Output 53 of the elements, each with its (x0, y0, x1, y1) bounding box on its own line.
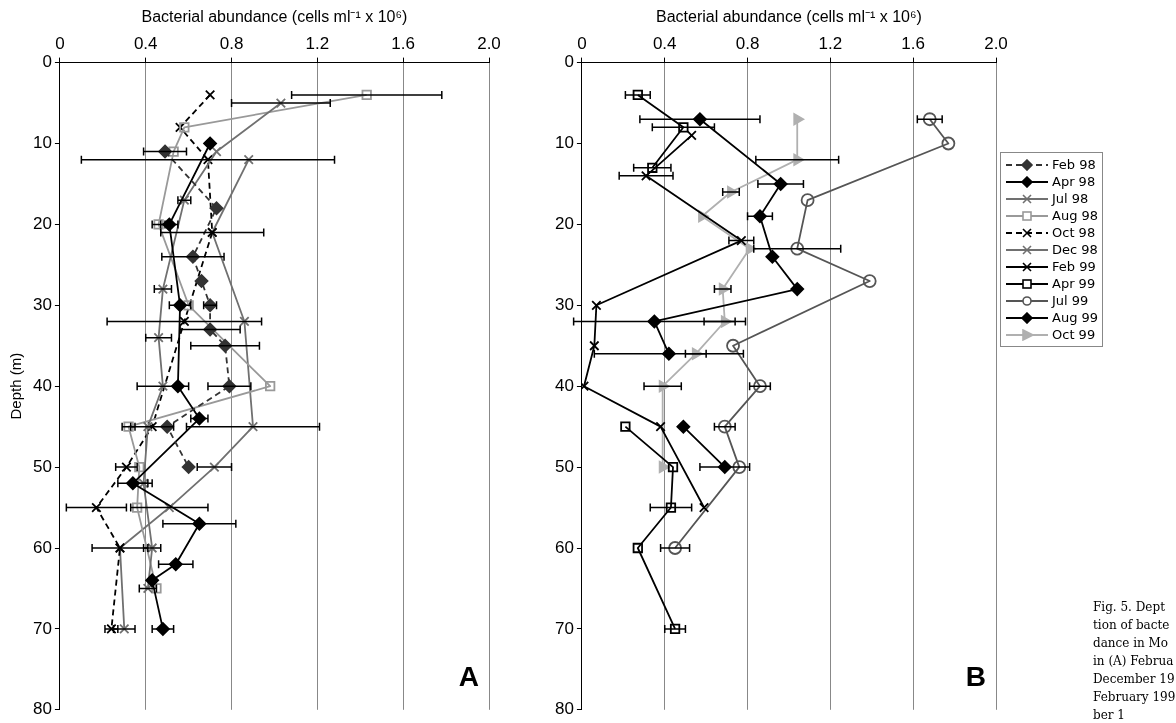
y-tick-label: 70 (554, 618, 574, 638)
annotation: B (965, 660, 986, 692)
x-tick-label: 0 (55, 34, 65, 54)
text: dance in Mo (1093, 635, 1170, 652)
x-tick-label: 2.0 (984, 34, 1008, 54)
legend-label: Aug 98 (1052, 208, 1099, 223)
y-tick-label: 50 (554, 456, 574, 476)
legend-label: Oct 99 (1052, 327, 1096, 342)
legend-label: Dec 98 (1052, 242, 1098, 257)
x-tick-label: 0 (577, 34, 587, 54)
y-tick-label: 40 (32, 375, 52, 395)
x-tick-label: 1.6 (391, 34, 415, 54)
x-axis-title: Bacterial abundance (cells ml⁻¹ x 10⁶) (141, 8, 408, 26)
y-tick-label: 80 (554, 699, 574, 719)
x-axis-title: Bacterial abundance (cells ml⁻¹ x 10⁶) (655, 8, 922, 26)
text: tion of bacte (1093, 617, 1171, 634)
text: December 19 (1093, 671, 1176, 688)
y-tick-label: 80 (32, 699, 52, 719)
y-tick-label: 0 (564, 52, 574, 72)
x-tick-label: 0.8 (219, 34, 244, 54)
y-axis-title: Depth (m) (7, 352, 25, 420)
legend-label: Jul 99 (1052, 293, 1089, 308)
text: ber 1 (1093, 707, 1126, 723)
y-tick-label: 60 (32, 537, 52, 557)
annotation: A (458, 660, 479, 692)
x-tick-label: 2.0 (477, 34, 501, 54)
x-tick-label: 0.8 (735, 34, 760, 54)
y-tick-label: 20 (32, 214, 52, 234)
y-tick-label: 30 (32, 294, 52, 314)
legend-label: Oct 98 (1052, 225, 1096, 240)
legend-label: Apr 98 (1052, 174, 1096, 189)
y-tick-label: 30 (554, 294, 574, 314)
x-tick-label: 0.4 (133, 34, 158, 54)
legend-label: Aug 99 (1052, 310, 1099, 325)
y-tick-label: 10 (32, 133, 52, 153)
x-tick-label: 1.2 (305, 34, 330, 54)
text: February 199 (1093, 689, 1176, 706)
legend-label: Jul 98 (1052, 191, 1089, 206)
legend-label: Feb 99 (1052, 259, 1096, 274)
y-tick-label: 10 (554, 133, 574, 153)
y-tick-label: 0 (42, 52, 52, 72)
text: in (A) Februa (1093, 653, 1175, 670)
x-tick-label: 1.2 (818, 34, 843, 54)
caption: Fig. 5. Dept (1093, 599, 1166, 616)
y-tick-label: 70 (32, 618, 52, 638)
y-tick-label: 40 (554, 375, 574, 395)
legend-label: Feb 98 (1052, 157, 1096, 172)
y-tick-label: 20 (554, 214, 574, 234)
x-tick-label: 1.6 (901, 34, 925, 54)
y-tick-label: 60 (554, 537, 574, 557)
x-tick-label: 0.4 (652, 34, 677, 54)
y-tick-label: 50 (32, 456, 52, 476)
legend-label: Apr 99 (1052, 276, 1096, 291)
